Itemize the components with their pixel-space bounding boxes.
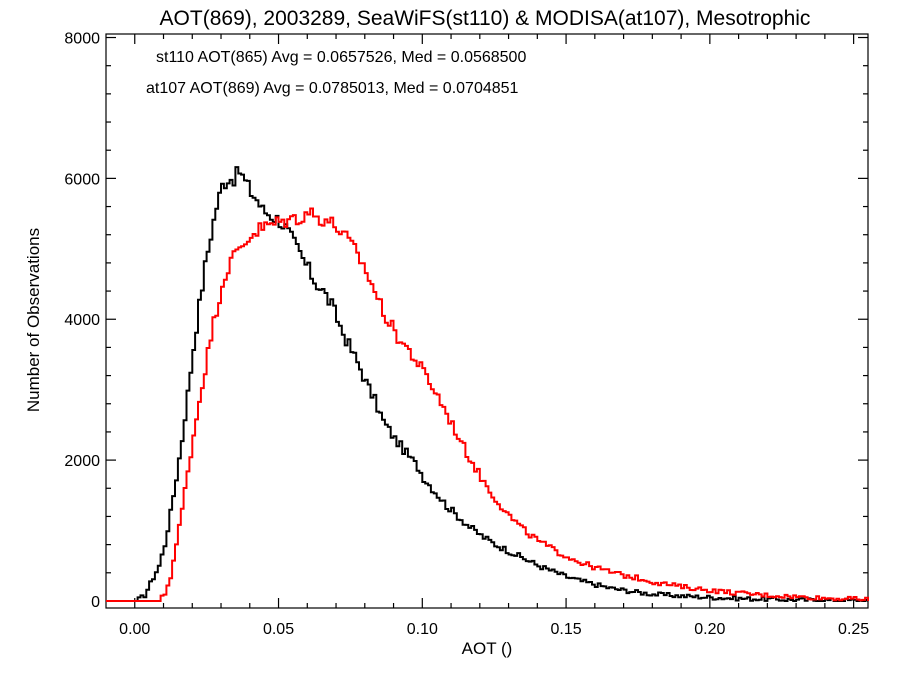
- y-tick-label: 0: [91, 594, 100, 611]
- x-tick-label: 0.15: [551, 621, 582, 638]
- y-tick-label: 6000: [64, 171, 100, 188]
- y-tick-label: 2000: [64, 453, 100, 470]
- y-tick-label: 4000: [64, 312, 100, 329]
- y-tick-label: 8000: [64, 31, 100, 48]
- x-axis-label: AOT (): [462, 639, 513, 658]
- y-axis-label: Number of Observations: [24, 228, 43, 412]
- axis-ticks: 0.00 0.05 0.10 0.15 0.20 0.25 0 2000 4000 6000 800…: [64, 31, 869, 638]
- data-series: [106, 166, 869, 602]
- chart-title: AOT(869), 2003289, SeaWiFS(st110) & MODI…: [160, 7, 811, 30]
- plot-frame: [105, 33, 869, 609]
- x-tick-label: 0.25: [838, 621, 869, 638]
- x-tick-label: 0.05: [263, 621, 294, 638]
- x-tick-label: 0.10: [407, 621, 438, 638]
- legend-entry-st110: st110 AOT(865) Avg = 0.0657526, Med = 0.…: [156, 49, 526, 66]
- series-st110-line: [106, 166, 869, 602]
- legend-entry-at107: at107 AOT(869) Avg = 0.0785013, Med = 0.…: [146, 80, 519, 97]
- x-tick-label: 0.20: [694, 621, 725, 638]
- x-tick-label: 0.00: [119, 621, 150, 638]
- series-at107-line: [106, 207, 869, 602]
